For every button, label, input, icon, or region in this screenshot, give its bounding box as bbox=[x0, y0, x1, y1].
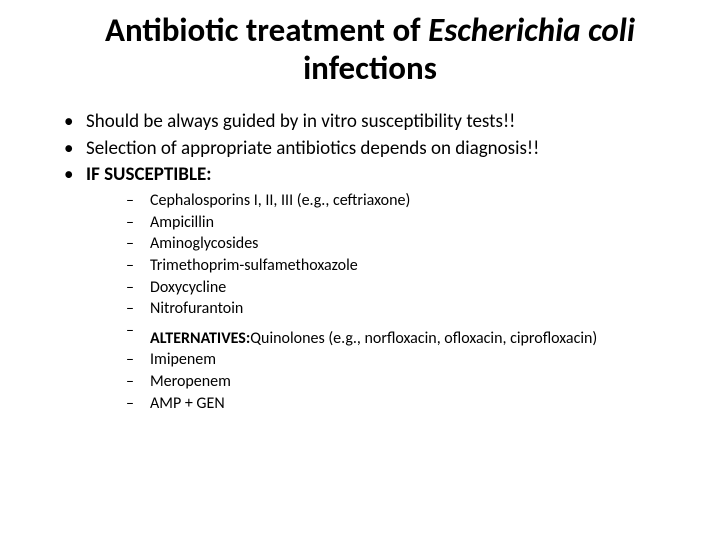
list-item: Imipenem bbox=[126, 349, 680, 371]
item-text: Ampicillin bbox=[150, 213, 214, 232]
item-text: Nitrofurantoin bbox=[150, 299, 243, 318]
list-item: Aminoglycosides bbox=[126, 233, 680, 255]
subhead-if-susceptible: IF SUSCEPTIBLE: bbox=[60, 163, 680, 186]
item-text: Aminoglycosides bbox=[150, 234, 258, 253]
list-item: Cephalosporins I, II, III (e.g., ceftria… bbox=[126, 190, 680, 212]
list-item: Ampicillin bbox=[126, 212, 680, 234]
item-text: Trimethoprim-sulfamethoxazole bbox=[150, 256, 358, 275]
title-part1: Antibiotic treatment of bbox=[105, 10, 428, 50]
item-text: Cephalosporins I, II, III (e.g., ceftria… bbox=[150, 191, 410, 210]
alternatives-line: ALTERNATIVES:Quinolones (e.g., norfloxac… bbox=[60, 328, 680, 350]
list-item: Nitrofurantoin bbox=[126, 298, 680, 320]
item-text: Doxycycline bbox=[150, 278, 226, 297]
sub-list-a: Cephalosporins I, II, III (e.g., ceftria… bbox=[60, 190, 680, 330]
bullet-text: Should be always guided by in vitro susc… bbox=[86, 110, 515, 133]
bullet-text: Selection of appropriate antibiotics dep… bbox=[86, 137, 539, 160]
top-bullet-list: Should be always guided by in vitro susc… bbox=[60, 110, 680, 161]
bullet-item: Selection of appropriate antibiotics dep… bbox=[60, 137, 680, 162]
slide-title: Antibiotic treatment of Escherichia coli… bbox=[60, 12, 680, 88]
bullet-item: Should be always guided by in vitro susc… bbox=[60, 110, 680, 135]
title-italic: Escherichia coli bbox=[428, 10, 635, 50]
list-item: Trimethoprim-sulfamethoxazole bbox=[126, 255, 680, 277]
sub-list-b: Imipenem Meropenem AMP + GEN bbox=[60, 349, 680, 414]
list-item-empty bbox=[126, 320, 680, 330]
item-text: Imipenem bbox=[150, 350, 216, 369]
item-text: AMP + GEN bbox=[150, 394, 225, 413]
alternatives-label: ALTERNATIVES: bbox=[150, 329, 250, 348]
list-item: AMP + GEN bbox=[126, 393, 680, 415]
list-item: Meropenem bbox=[126, 371, 680, 393]
title-part2: infections bbox=[303, 48, 437, 88]
alternatives-text: Quinolones (e.g., norfloxacin, ofloxacin… bbox=[250, 329, 597, 348]
item-text: Meropenem bbox=[150, 372, 231, 391]
list-item: Doxycycline bbox=[126, 277, 680, 299]
